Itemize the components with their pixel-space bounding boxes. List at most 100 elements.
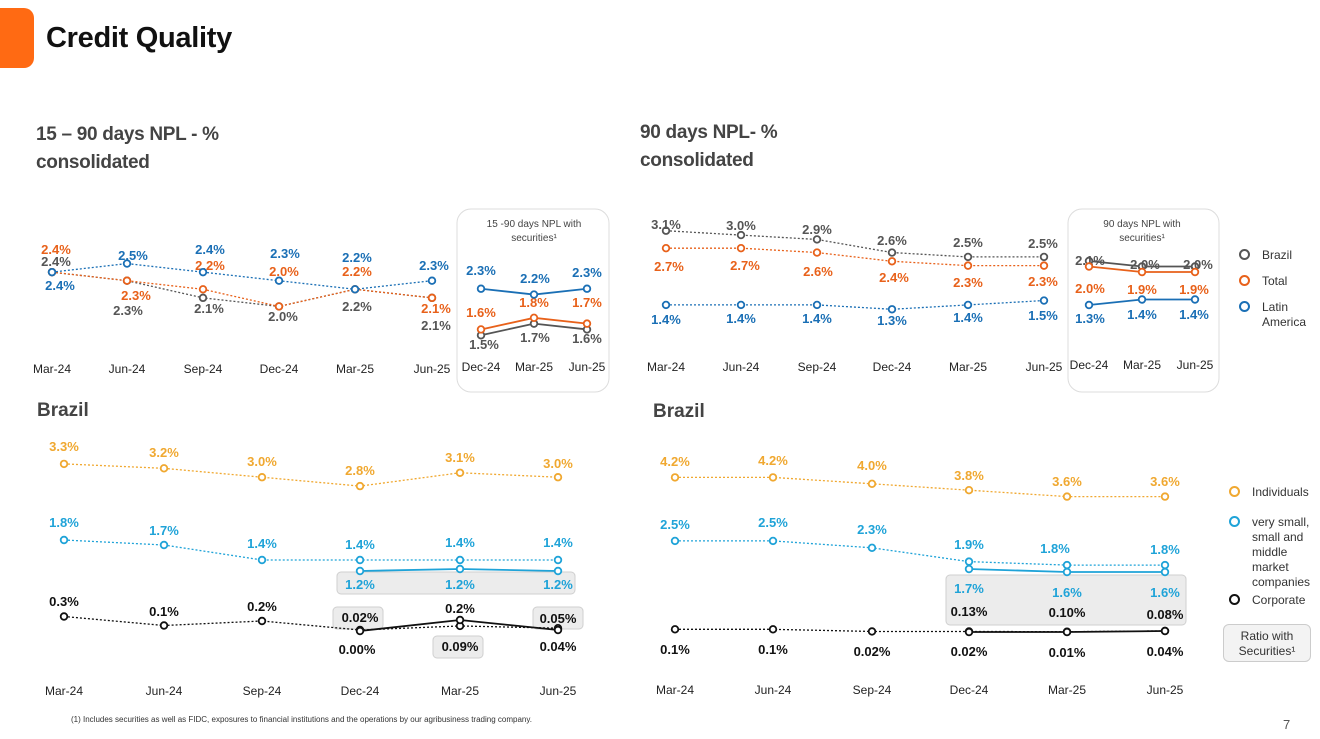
npl15-with-securities-data-label: 1.8% <box>519 295 549 310</box>
npl90-brazil-point <box>768 536 778 546</box>
npl90-with-securities-data-label: 1.3% <box>1075 311 1105 326</box>
npl90-brazil-point <box>867 479 877 488</box>
npl90-brazil-ratio-point <box>964 627 974 637</box>
npl15-brazil-ratio-label: 0.2% <box>445 601 475 616</box>
npl15-with-securities-tick-label: Jun-25 <box>569 360 606 374</box>
npl15-consolidated-point <box>122 259 132 268</box>
npl90-brazil-point <box>670 536 680 546</box>
npl15-with-securities-tick-label: Mar-25 <box>515 360 553 374</box>
npl90-brazil-ratio-label: 0.10% <box>1049 605 1086 620</box>
npl90-consolidated-tick-label: Sep-24 <box>798 360 837 374</box>
npl90-brazil-data-label: 1.8% <box>1150 542 1180 557</box>
npl15-consolidated-data-label: 2.2% <box>342 250 372 265</box>
npl90-with-securities-chart: 90 days NPL with securities¹ Dec-24 Mar-25 J… <box>1070 219 1214 372</box>
npl90-with-securities-tick-label: Mar-25 <box>1123 358 1161 372</box>
npl90-consolidated-data-label: 2.5% <box>1028 236 1058 251</box>
legend-corporate: Corporate <box>1224 593 1305 608</box>
legend-corporate-label: Corporate <box>1252 593 1306 607</box>
npl15-brazil-point <box>553 555 563 565</box>
npl15-with-securities-chart: 15 -90 days NPL with securities¹ Dec-24 Mar… <box>462 219 606 374</box>
npl90-consolidated-chart: Mar-24 Jun-24 Sep-24 Dec-24 Mar-25 Jun-25 3.1%… <box>647 217 1063 374</box>
npl90-consolidated-tick-label: Mar-24 <box>647 360 685 374</box>
npl15-consolidated-data-label: 2.3% <box>121 288 151 303</box>
npl15-with-securities-title-line1: 15 -90 days NPL with <box>487 219 582 230</box>
npl90-consolidated-data-label: 2.5% <box>953 235 983 250</box>
npl90-with-securities-data-label: 2.0% <box>1183 257 1213 272</box>
npl90-with-securities-data-label: 1.4% <box>1179 307 1209 322</box>
npl90-brazil-data-label: 0.01% <box>1049 645 1086 660</box>
npl15-brazil-point <box>59 459 69 469</box>
npl15-brazil-point <box>159 621 169 630</box>
npl15-brazil-point <box>355 481 365 491</box>
ratio-highlight-box <box>432 635 484 659</box>
npl90-brazil-data-label: 0.1% <box>660 642 690 657</box>
legend-individuals: Individuals <box>1224 485 1309 500</box>
npl15-consolidated-tick-label: Mar-24 <box>33 362 71 376</box>
npl90-brazil-point <box>867 543 877 553</box>
npl90-consolidated-point <box>1039 252 1049 262</box>
npl15-brazil-data-label: 1.7% <box>149 523 179 538</box>
npl90-consolidated-point <box>1039 296 1049 305</box>
npl15-with-securities-data-label: 2.3% <box>466 263 496 278</box>
npl90-consolidated-data-label: 1.4% <box>726 311 756 326</box>
npl90-brazil-data-label: 0.1% <box>758 642 788 657</box>
npl15-with-securities-point <box>476 284 486 293</box>
legend-total-label: Total <box>1262 274 1288 288</box>
legend-individuals-swatch-icon <box>1224 485 1244 497</box>
npl15-with-securities-tick-label: Dec-24 <box>462 360 501 374</box>
npl90-consolidated-point <box>661 226 671 235</box>
npl15-with-securities-data-label: 1.5% <box>469 337 499 352</box>
npl90-brazil-data-label: 2.3% <box>857 522 887 537</box>
npl90-brazil-ratio-point <box>1160 626 1170 636</box>
npl15-consolidated-tick-label: Dec-24 <box>260 362 299 376</box>
npl15-brazil-data-label: 2.8% <box>345 463 375 478</box>
npl90-with-securities-tick-label: Dec-24 <box>1070 358 1109 372</box>
npl90-brazil-tick-label: Sep-24 <box>853 683 892 697</box>
npl15-consolidated-tick-label: Sep-24 <box>184 362 223 376</box>
npl15-brazil-ratio-label: 0.02% <box>342 610 379 625</box>
npl15-brazil-tick-label: Jun-24 <box>146 684 183 698</box>
npl15-brazil-data-label: 3.2% <box>149 445 179 460</box>
npl90-consolidated-point <box>1039 261 1049 270</box>
npl15-section-title: 15 – 90 days NPL - % consolidated <box>36 124 219 173</box>
npl15-consolidated-tick-label: Jun-25 <box>414 362 451 376</box>
npl15-consolidated-data-label: 2.4% <box>41 242 71 257</box>
npl15-brazil-series-line-2 <box>63 615 559 631</box>
npl15-consolidated-data-label: 2.1% <box>421 318 451 333</box>
brazil-right-title: Brazil <box>653 401 705 422</box>
npl15-brazil-point <box>257 473 267 482</box>
npl15-brazil-point <box>257 555 267 565</box>
npl15-with-securities-data-label: 2.3% <box>572 265 602 280</box>
npl90-brazil-ratio-point <box>1160 567 1170 577</box>
npl90-brazil-point <box>768 473 778 482</box>
npl90-brazil-point <box>1062 492 1072 501</box>
npl15-consolidated-data-label: 2.3% <box>270 246 300 261</box>
npl90-brazil-ratio-point <box>1062 567 1072 577</box>
npl90-brazil-data-label: 3.6% <box>1052 474 1082 489</box>
npl15-consolidated-point <box>198 285 208 294</box>
npl90-brazil-data-label: 1.8% <box>1040 541 1070 556</box>
npl90-brazil-point <box>964 557 974 566</box>
npl15-brazil-data-label: 3.0% <box>543 456 573 471</box>
npl15-consolidated-data-label: 2.2% <box>342 299 372 314</box>
npl90-with-securities-title-line2: securities¹ <box>1119 233 1165 244</box>
npl15-brazil-tick-label: Jun-25 <box>540 684 577 698</box>
npl15-securities-panel <box>456 208 610 393</box>
npl15-brazil-tick-label: Dec-24 <box>341 684 380 698</box>
npl90-brazil-point <box>1160 560 1170 570</box>
npl15-brazil-ratio-point <box>553 625 563 635</box>
npl90-consolidated-series-line-2 <box>666 299 1045 310</box>
npl15-brazil-point <box>159 464 169 473</box>
npl90-consolidated-point <box>736 243 746 253</box>
npl15-brazil-data-label: 1.4% <box>247 536 277 551</box>
npl90-brazil-point <box>1160 492 1170 501</box>
npl90-brazil-data-label: 4.2% <box>660 454 690 469</box>
legend-corporate-swatch-icon <box>1224 593 1244 605</box>
npl15-brazil-ratio-label: 1.2% <box>345 577 375 592</box>
npl90-consolidated-data-label: 2.7% <box>730 258 760 273</box>
npl15-consolidated-data-label: 2.0% <box>269 264 299 279</box>
npl90-consolidated-point <box>963 252 973 262</box>
npl90-consolidated-data-label: 1.4% <box>651 312 681 327</box>
legend-smes-label: very small, small and middle market comp… <box>1252 515 1311 589</box>
npl15-brazil-ratio-point <box>355 626 365 636</box>
